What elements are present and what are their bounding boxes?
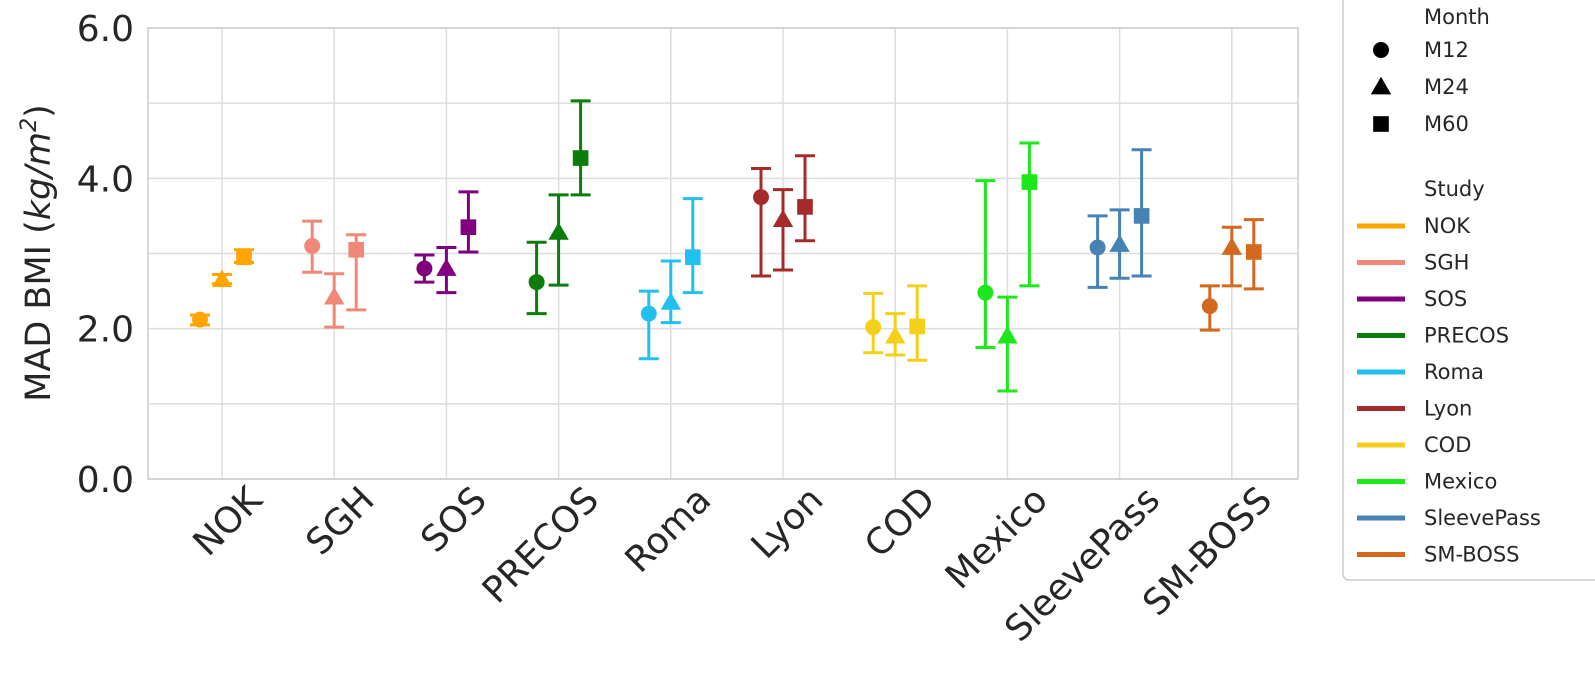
data-point <box>772 209 794 228</box>
data-point <box>548 222 569 240</box>
study-group <box>1087 148 1152 289</box>
study-group <box>638 197 703 361</box>
x-tick-label: Lyon <box>744 479 832 567</box>
data-point <box>436 258 457 276</box>
legend-label-study: SleevePass <box>1424 506 1541 530</box>
y-tick-label: 0.0 <box>77 460 134 501</box>
x-tick-label: Roma <box>618 479 720 581</box>
y-tick-label: 4.0 <box>77 159 134 200</box>
legend-label-month: M12 <box>1424 38 1469 62</box>
y-axis-label-unit: kg/m <box>19 132 59 220</box>
data-point <box>1021 174 1038 190</box>
data-point <box>1133 208 1150 224</box>
data-point <box>416 260 433 277</box>
data-point <box>684 249 701 266</box>
legend-label-study: COD <box>1424 433 1471 457</box>
legend-label-month: M60 <box>1424 112 1469 136</box>
grid <box>148 27 1298 480</box>
data-point <box>797 199 813 215</box>
legend-label-study: SM-BOSS <box>1424 543 1520 567</box>
legend-title-month: Month <box>1424 5 1490 29</box>
legend-label-study: NOK <box>1424 214 1471 238</box>
data-point <box>348 241 365 258</box>
y-tick-label: 2.0 <box>77 310 134 351</box>
study-group <box>190 248 254 328</box>
data-point <box>192 311 208 328</box>
data-point <box>753 189 769 206</box>
legend-label-month: M24 <box>1424 75 1469 99</box>
data-point <box>1201 298 1218 315</box>
legend-marker <box>1370 76 1392 95</box>
data-point <box>865 319 882 336</box>
legend-marker <box>1373 116 1389 132</box>
legend-label-study: Lyon <box>1424 397 1472 421</box>
study-group <box>302 219 367 329</box>
legend-label-study: SGH <box>1424 251 1469 275</box>
data-point <box>1245 244 1262 260</box>
data-point <box>1221 237 1242 255</box>
data-point <box>977 284 994 301</box>
study-group <box>526 99 591 316</box>
y-axis-label-text: MAD BMI (kg/m2) <box>17 104 59 402</box>
legend-label-study: Roma <box>1424 360 1484 384</box>
study-group <box>414 190 479 295</box>
data-point <box>1109 234 1130 252</box>
data-point <box>909 318 926 335</box>
legend-label-study: Mexico <box>1424 470 1497 494</box>
data-point <box>572 150 589 166</box>
data-point <box>640 305 657 322</box>
data-point <box>997 325 1018 344</box>
x-tick-label: COD <box>857 479 943 565</box>
plot-frame <box>147 27 1299 480</box>
data-point <box>460 219 477 236</box>
y-axis-ticks: 0.0 2.0 4.0 6.0 <box>77 9 134 501</box>
data-point <box>660 292 681 310</box>
study-group <box>1199 218 1264 332</box>
data-point <box>304 237 321 254</box>
legend-frame <box>1342 0 1595 581</box>
legend-marker <box>1373 42 1389 58</box>
y-tick-label: 6.0 <box>77 9 134 50</box>
study-group <box>751 154 815 278</box>
data-marks <box>190 99 1264 393</box>
legend-label-study: SOS <box>1424 287 1467 311</box>
x-tick-label: SGH <box>299 479 383 563</box>
data-point <box>211 269 233 288</box>
x-tick-label: PRECOS <box>475 479 607 611</box>
y-axis-label: MAD BMI (kg/m2) <box>17 104 59 402</box>
y-axis-label-main: MAD BMI ( <box>19 220 59 402</box>
legend-title-study: Study <box>1424 177 1485 201</box>
x-tick-label: NOK <box>186 478 272 564</box>
legend-label-study: PRECOS <box>1424 324 1509 348</box>
legend: Month M12 M24 M60 Study NOK SGH SOS PRECOS Roma Ly… <box>1342 0 1595 581</box>
study-group <box>975 141 1040 393</box>
data-point <box>1089 239 1106 256</box>
x-tick-label: SOS <box>413 479 494 560</box>
data-point <box>236 249 252 266</box>
data-point <box>885 325 906 344</box>
y-axis-label-exponent: 2 <box>17 118 42 132</box>
data-point <box>324 286 345 305</box>
y-axis-label-close: ) <box>19 104 59 118</box>
study-group <box>863 284 928 362</box>
data-point <box>528 274 545 291</box>
